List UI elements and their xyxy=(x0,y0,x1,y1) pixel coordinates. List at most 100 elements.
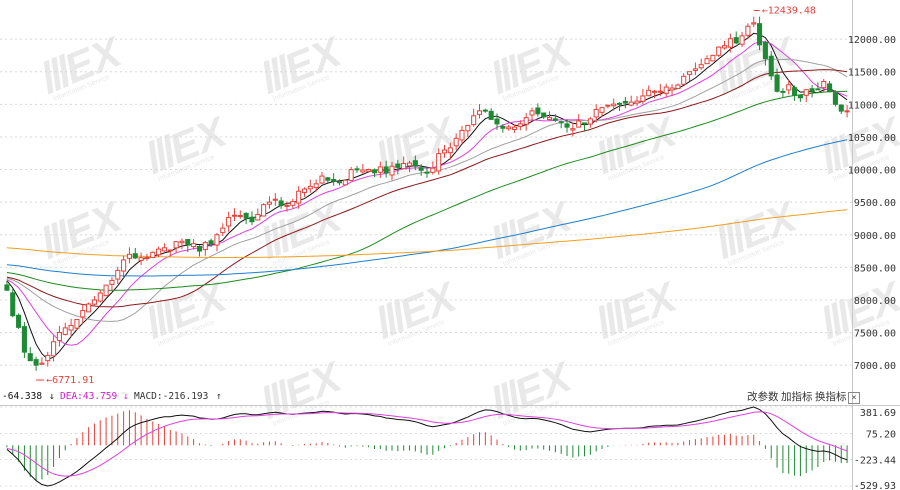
candle[interactable] xyxy=(447,147,453,154)
candle[interactable] xyxy=(751,22,757,25)
close-icon[interactable]: × xyxy=(848,392,860,404)
candle[interactable] xyxy=(272,198,278,201)
candle[interactable] xyxy=(185,239,191,246)
candle[interactable] xyxy=(821,81,827,89)
candle[interactable] xyxy=(354,168,360,171)
candle[interactable] xyxy=(838,104,844,112)
candle[interactable] xyxy=(121,259,127,272)
candle[interactable] xyxy=(616,102,623,105)
candle[interactable] xyxy=(844,110,850,113)
candle[interactable] xyxy=(482,109,488,112)
candle[interactable] xyxy=(126,253,132,259)
candle[interactable] xyxy=(401,163,407,170)
candle[interactable] xyxy=(494,118,500,125)
candle[interactable] xyxy=(517,123,523,127)
candle[interactable] xyxy=(500,125,506,129)
candle[interactable] xyxy=(395,163,401,168)
candle[interactable] xyxy=(780,90,786,93)
candle[interactable] xyxy=(546,116,553,121)
candle[interactable] xyxy=(39,362,45,365)
candle[interactable] xyxy=(45,354,51,362)
candle[interactable] xyxy=(541,112,547,118)
candle[interactable] xyxy=(739,35,745,45)
candle[interactable] xyxy=(622,100,628,104)
candle[interactable] xyxy=(506,126,512,130)
candle[interactable] xyxy=(587,118,593,125)
candle[interactable] xyxy=(827,83,833,93)
candle[interactable] xyxy=(144,257,150,260)
candle[interactable] xyxy=(266,201,273,205)
candle[interactable] xyxy=(441,149,448,154)
candle[interactable] xyxy=(336,181,343,184)
candle[interactable] xyxy=(476,110,483,115)
candle[interactable] xyxy=(611,103,617,107)
candle[interactable] xyxy=(56,332,62,341)
candle[interactable] xyxy=(757,23,763,46)
candle[interactable] xyxy=(220,227,226,234)
candle[interactable] xyxy=(792,87,798,96)
candle[interactable] xyxy=(301,188,308,193)
candle[interactable] xyxy=(797,94,803,99)
candle[interactable] xyxy=(296,190,302,204)
candle[interactable] xyxy=(249,216,255,223)
candle[interactable] xyxy=(156,248,162,256)
candle[interactable] xyxy=(570,128,576,131)
candle[interactable] xyxy=(319,175,325,184)
candle[interactable] xyxy=(10,292,16,317)
candle[interactable] xyxy=(290,201,296,206)
candle[interactable] xyxy=(646,89,652,97)
candle[interactable] xyxy=(733,37,739,44)
candle[interactable] xyxy=(768,55,774,77)
candle[interactable] xyxy=(348,169,354,181)
candle[interactable] xyxy=(762,41,768,60)
candle[interactable] xyxy=(669,87,675,91)
candle[interactable] xyxy=(261,204,267,217)
candle[interactable] xyxy=(465,124,471,132)
candle[interactable] xyxy=(832,92,838,105)
candle[interactable] xyxy=(360,169,366,173)
candle[interactable] xyxy=(535,107,541,115)
candle[interactable] xyxy=(558,121,564,124)
candle[interactable] xyxy=(179,240,185,244)
candle[interactable] xyxy=(313,183,319,188)
candle[interactable] xyxy=(115,269,121,280)
candle[interactable] xyxy=(214,234,220,246)
candle[interactable] xyxy=(745,25,751,36)
candle[interactable] xyxy=(371,169,378,174)
candle[interactable] xyxy=(511,126,518,131)
candle[interactable] xyxy=(377,166,383,173)
change-params-button[interactable]: 改参数 xyxy=(747,391,779,403)
candle[interactable] xyxy=(74,319,80,329)
candle[interactable] xyxy=(191,243,197,248)
candle[interactable] xyxy=(471,115,477,126)
candle[interactable] xyxy=(652,90,658,93)
candle[interactable] xyxy=(173,241,179,249)
candle[interactable] xyxy=(657,90,663,93)
candle[interactable] xyxy=(599,107,605,113)
candle[interactable] xyxy=(786,84,792,91)
candle[interactable] xyxy=(809,88,815,92)
candle[interactable] xyxy=(27,353,33,362)
candles[interactable] xyxy=(4,16,850,371)
candle[interactable] xyxy=(430,167,436,173)
candle[interactable] xyxy=(581,122,588,125)
candle[interactable] xyxy=(208,240,214,245)
candle[interactable] xyxy=(91,299,97,305)
candle[interactable] xyxy=(167,249,173,252)
candle[interactable] xyxy=(727,38,733,48)
candle[interactable] xyxy=(138,257,144,261)
candle[interactable] xyxy=(488,110,494,120)
candle[interactable] xyxy=(681,75,687,85)
candle[interactable] xyxy=(436,153,442,172)
candle[interactable] xyxy=(307,185,313,190)
candle[interactable] xyxy=(97,292,103,302)
candle[interactable] xyxy=(237,215,243,218)
candle[interactable] xyxy=(366,168,372,172)
candle[interactable] xyxy=(628,101,634,106)
candle[interactable] xyxy=(523,117,529,125)
candle[interactable] xyxy=(774,74,780,92)
candle[interactable] xyxy=(815,88,821,91)
candle[interactable] xyxy=(605,104,611,107)
candle[interactable] xyxy=(722,45,728,49)
candle[interactable] xyxy=(453,137,459,147)
